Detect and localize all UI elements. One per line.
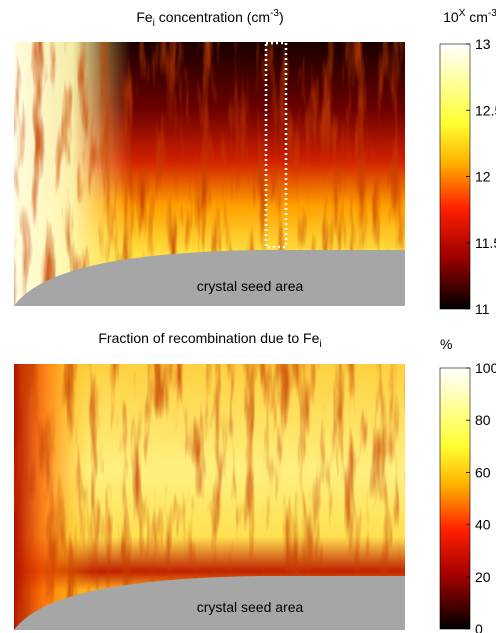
text-part: 10 <box>443 9 459 25</box>
colorbar <box>439 367 471 630</box>
annotation: crystal seed area <box>197 278 304 294</box>
colorbar <box>439 43 471 310</box>
colorbar-tick-label: 0 <box>475 621 483 633</box>
colorbar-tick-label: 12 <box>475 169 491 185</box>
colorbar-tick-label: 100 <box>475 360 496 376</box>
text-part: -3 <box>488 8 496 19</box>
colorbar-tick-label: 11.5 <box>475 235 496 251</box>
text-part: -3 <box>270 8 279 19</box>
colorbar-tick-label: 11 <box>475 301 490 317</box>
rich-text: % <box>440 336 452 352</box>
text-part: ) <box>279 9 284 25</box>
text-part: Fraction of recombination due to Fe <box>98 330 319 346</box>
annotation: crystal seed area <box>197 599 304 615</box>
colorbar-tick-label: 80 <box>475 412 491 428</box>
heatmap-image <box>14 364 405 630</box>
colorbar-tick-label: 12.5 <box>475 102 496 118</box>
rich-text: Fei concentration (cm-3) <box>136 8 283 29</box>
text-part: % <box>440 336 452 352</box>
colorbar-tick-label: 20 <box>475 569 491 585</box>
colorbar-tick-label: 40 <box>475 517 491 533</box>
heatmap-image <box>14 42 405 306</box>
text-part: concentration (cm <box>155 9 270 25</box>
colorbar-tick-label: 13 <box>475 36 491 52</box>
text-part: X <box>459 8 466 19</box>
rich-text: Fraction of recombination due to Fei <box>98 330 321 350</box>
colorbar-tick-label: 60 <box>475 464 491 480</box>
text-part: i <box>319 339 321 350</box>
text-part: Fe <box>136 9 153 25</box>
text-part: i <box>153 18 155 29</box>
rich-text: 10X cm-3 <box>443 8 496 25</box>
text-part: cm <box>465 9 488 25</box>
